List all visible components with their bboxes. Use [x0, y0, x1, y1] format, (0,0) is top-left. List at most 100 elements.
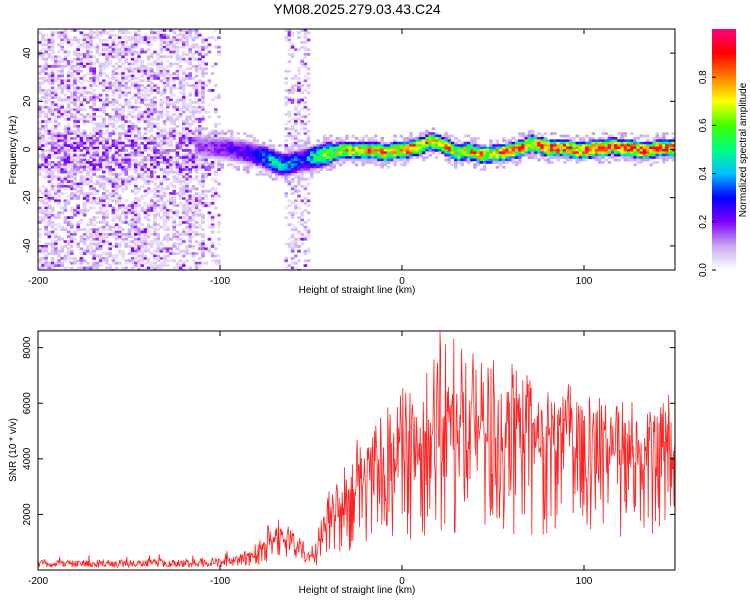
- heatmap-cell: [76, 86, 80, 90]
- heatmap-cell: [108, 228, 112, 231]
- heatmap-cell: [137, 187, 141, 191]
- heatmap-cell: [434, 149, 439, 152]
- heatmap-cell: [201, 149, 205, 152]
- heatmap-cell: [137, 230, 141, 234]
- heatmap-cell: [185, 36, 189, 39]
- heatmap-cell: [114, 266, 119, 270]
- heatmap-cell: [306, 218, 311, 222]
- heatmap-cell: [191, 201, 196, 205]
- heatmap-cell: [306, 38, 311, 42]
- heatmap-cell: [124, 153, 128, 157]
- heatmap-cell: [50, 242, 55, 246]
- heatmap-cell: [98, 72, 103, 75]
- heatmap-cell: [665, 139, 669, 143]
- heatmap-cell: [162, 192, 167, 195]
- heatmap-cell: [278, 170, 282, 174]
- heatmap-cell: [143, 237, 148, 241]
- heatmap-cell: [178, 132, 183, 135]
- heatmap-cell: [294, 225, 298, 229]
- heatmap-cell: [306, 77, 311, 80]
- heatmap-cell: [102, 216, 106, 219]
- heatmap-cell: [185, 189, 189, 193]
- heatmap-cell: [89, 192, 93, 195]
- heatmap-cell: [70, 93, 74, 97]
- heatmap-cell: [82, 213, 87, 217]
- heatmap-cell: [182, 158, 186, 162]
- heatmap-cell: [284, 139, 288, 143]
- heatmap-cell: [89, 187, 93, 191]
- heatmap-cell: [92, 151, 96, 155]
- heatmap-cell: [233, 156, 237, 159]
- heatmap-cell: [60, 69, 64, 73]
- heatmap-cell: [297, 165, 301, 169]
- heatmap-cell: [150, 252, 154, 255]
- heatmap-cell: [287, 165, 292, 169]
- heatmap-cell: [162, 137, 167, 140]
- heatmap-cell: [60, 79, 64, 83]
- heatmap-cell: [540, 139, 544, 143]
- heatmap-cell: [182, 161, 186, 164]
- heatmap-cell: [620, 137, 624, 140]
- heatmap-cell: [38, 105, 42, 109]
- heatmap-cell: [159, 189, 164, 193]
- heatmap-cell: [86, 245, 90, 248]
- heatmap-cell: [623, 144, 628, 147]
- heatmap-cell: [102, 175, 106, 179]
- heatmap-cell: [114, 101, 119, 104]
- heatmap-cell: [182, 149, 186, 152]
- heatmap-cell: [185, 132, 189, 135]
- heatmap-cell: [425, 144, 429, 147]
- heatmap-cell: [441, 144, 445, 147]
- heatmap-cell: [44, 62, 48, 66]
- heatmap-cell: [41, 36, 45, 39]
- heatmap-cell: [527, 156, 532, 159]
- heatmap-cell: [178, 156, 183, 159]
- heatmap-cell: [585, 153, 589, 157]
- heatmap-cell: [178, 163, 183, 167]
- heatmap-cell: [406, 146, 410, 150]
- heatmap-cell: [495, 153, 500, 157]
- heatmap-cell: [182, 240, 186, 243]
- heatmap-cell: [60, 48, 64, 51]
- heatmap-cell: [92, 79, 96, 83]
- heatmap-cell: [454, 151, 458, 155]
- heatmap-cell: [146, 259, 151, 263]
- heatmap-cell: [198, 182, 202, 186]
- heatmap-cell: [297, 113, 301, 116]
- heatmap-cell: [166, 101, 170, 104]
- heatmap-cell: [57, 108, 61, 111]
- heatmap-cell: [182, 264, 186, 267]
- heatmap-cell: [649, 151, 653, 155]
- heatmap-cell: [188, 36, 192, 39]
- heatmap-cell: [649, 158, 653, 162]
- heatmap-cell: [486, 151, 490, 155]
- heatmap-cell: [89, 218, 93, 222]
- heatmap-cell: [57, 249, 61, 253]
- heatmap-cell: [255, 161, 260, 164]
- heatmap-cell: [66, 103, 71, 107]
- heatmap-cell: [527, 129, 532, 133]
- heatmap-cell: [66, 199, 71, 203]
- heatmap-cell: [300, 153, 304, 157]
- heatmap-cell: [146, 173, 151, 176]
- heatmap-cell: [188, 50, 192, 54]
- heatmap-cell: [540, 151, 544, 155]
- heatmap-cell: [284, 77, 288, 80]
- heatmap-cell: [162, 77, 167, 80]
- heatmap-cell: [284, 156, 288, 159]
- heatmap-cell: [322, 156, 327, 159]
- heatmap-cell: [121, 228, 125, 231]
- heatmap-cell: [159, 240, 164, 243]
- heatmap-cell: [492, 153, 496, 157]
- heatmap-cell: [505, 158, 509, 162]
- heatmap-cell: [290, 216, 295, 219]
- heatmap-cell: [226, 158, 231, 162]
- heatmap-cell: [50, 129, 55, 133]
- heatmap-cell: [175, 77, 180, 80]
- heatmap-cell: [262, 173, 266, 176]
- heatmap-cell: [127, 259, 132, 263]
- heatmap-cell: [294, 237, 298, 241]
- heatmap-cell: [188, 180, 192, 183]
- heatmap-cell: [207, 149, 212, 152]
- heatmap-cell: [390, 146, 394, 150]
